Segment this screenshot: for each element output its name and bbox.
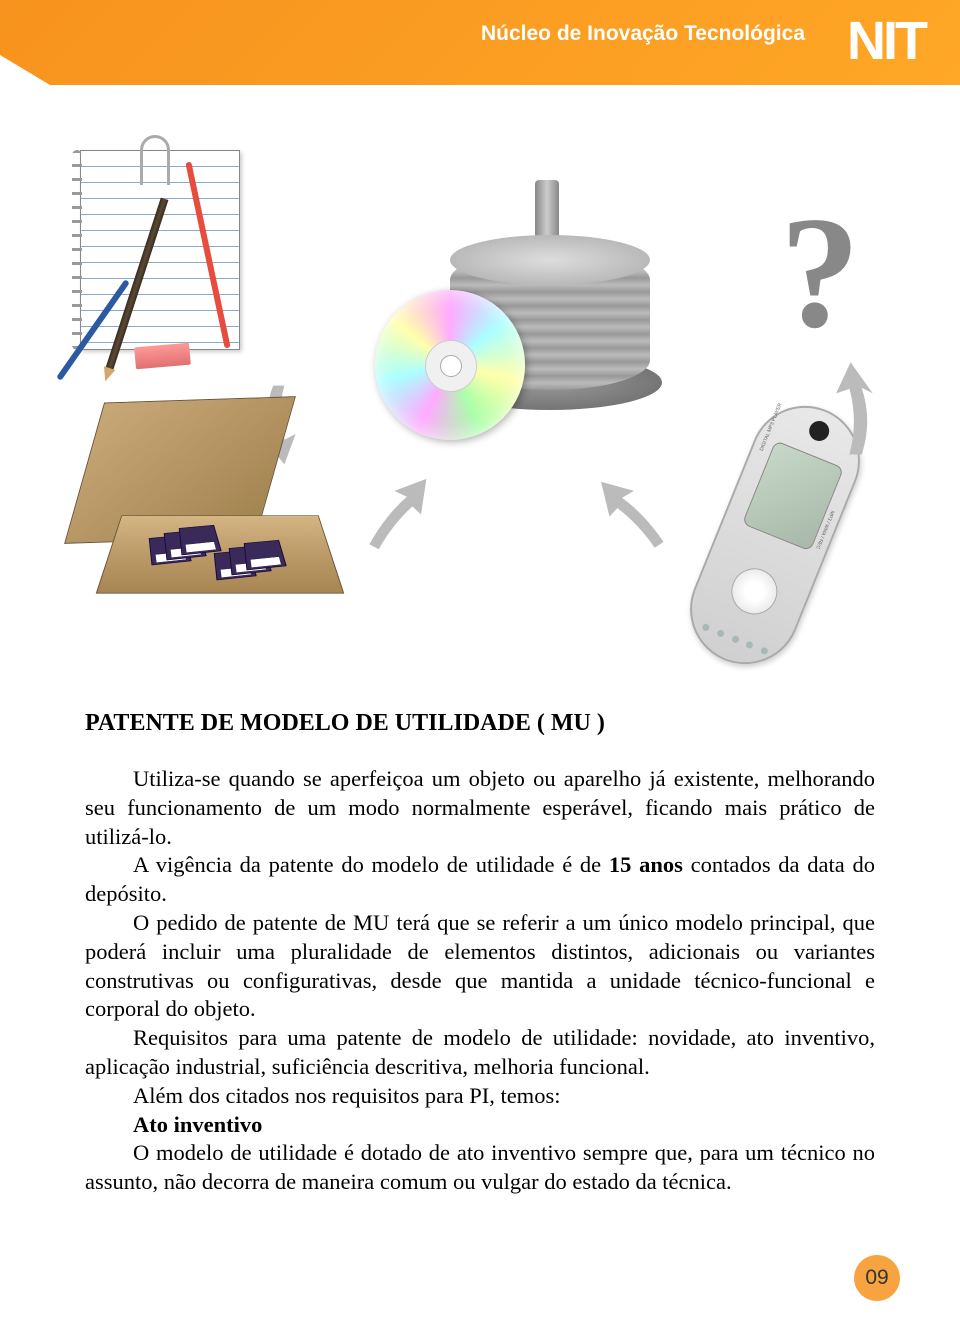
question-mark-icon: ? bbox=[780, 180, 860, 365]
content-area: PATENTE DE MODELO DE UTILIDADE ( MU ) Ut… bbox=[85, 710, 875, 1197]
page-number-badge: 09 bbox=[854, 1255, 900, 1301]
illustration-area: DIGITAL MP3 PLAYER MP3 / WMA / REC ? bbox=[0, 100, 960, 700]
header-logo: NIT bbox=[847, 10, 925, 72]
arrow-icon bbox=[577, 455, 692, 566]
sub-heading: Ato inventivo bbox=[85, 1111, 875, 1140]
paragraph: Além dos citados nos requisitos para PI,… bbox=[85, 1082, 875, 1111]
paragraph: A vigência da patente do modelo de utili… bbox=[85, 851, 875, 909]
body-text: Utiliza-se quando se aperfeiçoa um objet… bbox=[85, 765, 875, 1197]
paragraph: Utiliza-se quando se aperfeiçoa um objet… bbox=[85, 765, 875, 851]
paragraph: O modelo de utilidade é dotado de ato in… bbox=[85, 1139, 875, 1197]
arrow-icon bbox=[336, 453, 454, 567]
floppy-box-icon bbox=[90, 400, 350, 640]
header-subtitle: Núcleo de Inovação Tecnológica bbox=[481, 22, 805, 46]
paragraph: Requisitos para uma patente de modelo de… bbox=[85, 1024, 875, 1082]
arrow-icon bbox=[810, 360, 880, 460]
notepad-icon bbox=[60, 130, 260, 370]
cd-stack-icon bbox=[370, 180, 690, 460]
paragraph: O pedido de patente de MU terá que se re… bbox=[85, 909, 875, 1024]
section-title: PATENTE DE MODELO DE UTILIDADE ( MU ) bbox=[85, 710, 875, 737]
